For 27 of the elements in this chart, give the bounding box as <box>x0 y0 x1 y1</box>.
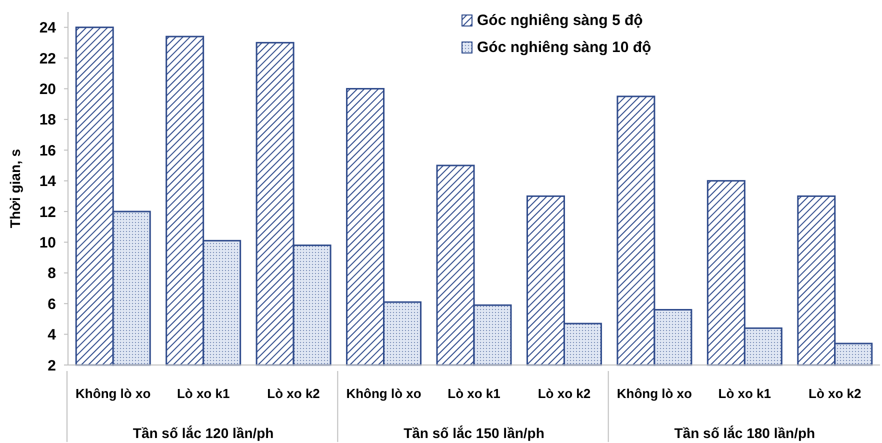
x-tick-label: Không lò xo <box>616 386 692 401</box>
y-tick-label: 16 <box>39 142 56 160</box>
y-tick-label: 12 <box>39 204 56 221</box>
y-tick-label: 20 <box>39 80 56 98</box>
legend-label: Góc nghiêng sàng 10 độ <box>477 39 652 56</box>
text: Tần số lắc 150 lần/ph <box>404 425 544 441</box>
x-tick-label: Lò xo k2 <box>808 386 862 401</box>
y-tick-label: 14 <box>39 173 57 190</box>
text: Tần số lắc 180 lần/ph <box>674 425 816 441</box>
legend-label: Góc nghiêng sàng 5 độ <box>477 12 643 29</box>
y-tick-label: 18 <box>39 112 56 129</box>
x-tick-label: Lò xo k1 <box>718 386 772 401</box>
y-tick-label: 22 <box>39 50 56 68</box>
x-tick-label: Lò xo k2 <box>267 386 320 401</box>
y-tick-label: 4 <box>48 326 57 344</box>
x-tick-label: Không lò xo <box>76 386 151 401</box>
y-tick-label: 24 <box>39 20 57 37</box>
text: Tần số lắc 120 lần/ph <box>132 425 274 441</box>
y-axis-title: Thời gian, s <box>7 148 23 228</box>
x-tick-label: Lò xo k2 <box>538 386 591 401</box>
y-tick-label: 6 <box>48 296 56 313</box>
x-tick-label: Lò xo k1 <box>176 386 230 401</box>
x-tick-label: Lò xo k1 <box>448 386 500 401</box>
y-tick-label: 2 <box>48 357 56 374</box>
y-tick-label: 10 <box>39 234 56 252</box>
y-tick-label: 8 <box>48 265 56 282</box>
x-tick-label: Không lò xo <box>346 386 422 401</box>
